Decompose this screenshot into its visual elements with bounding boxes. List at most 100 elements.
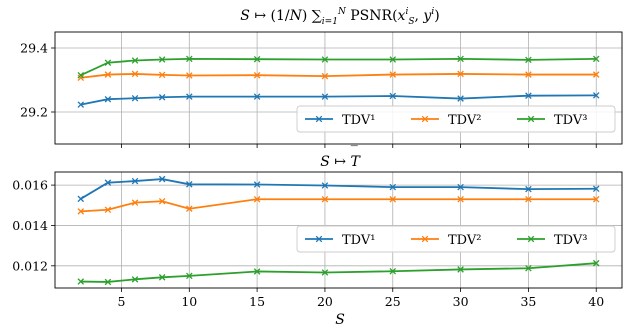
data-point xyxy=(592,55,600,63)
data-point xyxy=(592,92,600,99)
legend-label: TDV¹ xyxy=(342,233,375,248)
x-tick-label: 25 xyxy=(385,294,401,309)
data-point xyxy=(104,59,112,66)
data-point xyxy=(389,183,397,191)
x-tick-label: 5 xyxy=(117,294,125,309)
legend-label: TDV² xyxy=(448,113,481,128)
data-point xyxy=(253,55,261,63)
legend-item: TDV¹ xyxy=(305,233,375,248)
data-point xyxy=(321,56,329,63)
x-axis-label: S xyxy=(335,312,345,328)
series-line-2 xyxy=(80,198,597,213)
data-point xyxy=(77,74,85,82)
series-line-1 xyxy=(80,178,597,200)
data-point xyxy=(77,278,85,285)
data-point xyxy=(321,269,329,276)
x-tick-label: 35 xyxy=(520,294,536,309)
data-point xyxy=(186,93,193,100)
top-title: S ↦ (1/N) ∑i=1N PSNR(xiS, yi) xyxy=(240,7,439,27)
data-point xyxy=(77,195,85,203)
data-point xyxy=(77,101,85,108)
data-point xyxy=(186,205,193,212)
x-tick-label: 15 xyxy=(249,294,265,309)
legend-label: TDV¹ xyxy=(342,113,375,128)
data-point xyxy=(253,195,261,203)
data-point xyxy=(158,274,166,281)
plot-frame xyxy=(54,171,623,289)
data-point xyxy=(186,272,193,280)
data-point xyxy=(321,93,329,100)
y-tick-label: 0.016 xyxy=(12,178,48,193)
x-tick-label: 20 xyxy=(317,294,333,309)
legend-label: TDV³ xyxy=(554,233,587,248)
data-point xyxy=(131,199,139,206)
legend-item: TDV¹ xyxy=(305,113,375,128)
data-point xyxy=(131,177,139,185)
y-tick-label: 29.4 xyxy=(20,41,48,56)
data-point xyxy=(186,181,193,188)
data-point xyxy=(389,92,397,100)
legend-item: TDV² xyxy=(411,113,481,128)
legend-item: TDV³ xyxy=(517,233,587,248)
data-point xyxy=(131,57,139,64)
data-point xyxy=(104,71,112,78)
data-point xyxy=(321,72,329,80)
data-point xyxy=(389,56,397,63)
data-point xyxy=(525,264,532,272)
y-tick-label: 0.012 xyxy=(12,258,48,273)
data-point xyxy=(104,95,112,103)
y-tick-label: 29.2 xyxy=(20,105,48,120)
data-point xyxy=(525,71,532,78)
plot-frame xyxy=(54,31,623,145)
data-point xyxy=(592,71,600,78)
bottom-title: S ↦ T‾ xyxy=(320,144,361,170)
data-point xyxy=(77,71,85,79)
data-point xyxy=(457,55,464,63)
data-point xyxy=(104,278,112,286)
data-point xyxy=(525,56,532,64)
data-point xyxy=(457,70,464,78)
data-point xyxy=(389,71,397,78)
legend: TDV¹ TDV² TDV³ xyxy=(296,225,616,253)
series-line-3 xyxy=(80,57,597,77)
data-point xyxy=(253,181,261,188)
data-point xyxy=(525,195,532,203)
legend-label: TDV² xyxy=(448,233,481,248)
data-point xyxy=(158,94,166,101)
data-point xyxy=(389,195,397,203)
data-point xyxy=(158,71,166,79)
data-point xyxy=(525,92,532,99)
data-point xyxy=(186,55,193,63)
data-point xyxy=(321,182,329,189)
data-point xyxy=(158,197,166,205)
data-point xyxy=(158,175,166,183)
series-line-1 xyxy=(80,94,597,106)
data-point xyxy=(158,56,166,63)
x-tick-label: 30 xyxy=(453,294,469,309)
data-point xyxy=(592,259,600,267)
legend-label: TDV³ xyxy=(554,113,587,128)
data-point xyxy=(131,70,139,78)
data-point xyxy=(525,185,532,193)
data-point xyxy=(131,94,139,102)
x-tick-label: 10 xyxy=(181,294,197,309)
data-point xyxy=(457,266,464,273)
data-point xyxy=(131,276,139,283)
data-point xyxy=(77,208,85,215)
data-point xyxy=(186,72,193,79)
data-point xyxy=(389,267,397,275)
top-panel: 29.2 29.4 TDV¹ TDV² TDV³ xyxy=(20,31,623,148)
legend: TDV¹ TDV² TDV³ xyxy=(296,105,616,133)
data-point xyxy=(457,95,464,102)
legend-box xyxy=(296,225,616,253)
series-line-2 xyxy=(80,73,597,79)
data-point xyxy=(457,183,464,191)
data-point xyxy=(253,93,261,100)
y-tick-label: 0.014 xyxy=(12,218,48,233)
data-point xyxy=(104,179,112,186)
data-point xyxy=(253,71,261,79)
x-tick-label: 40 xyxy=(588,294,604,309)
data-point xyxy=(321,195,329,203)
